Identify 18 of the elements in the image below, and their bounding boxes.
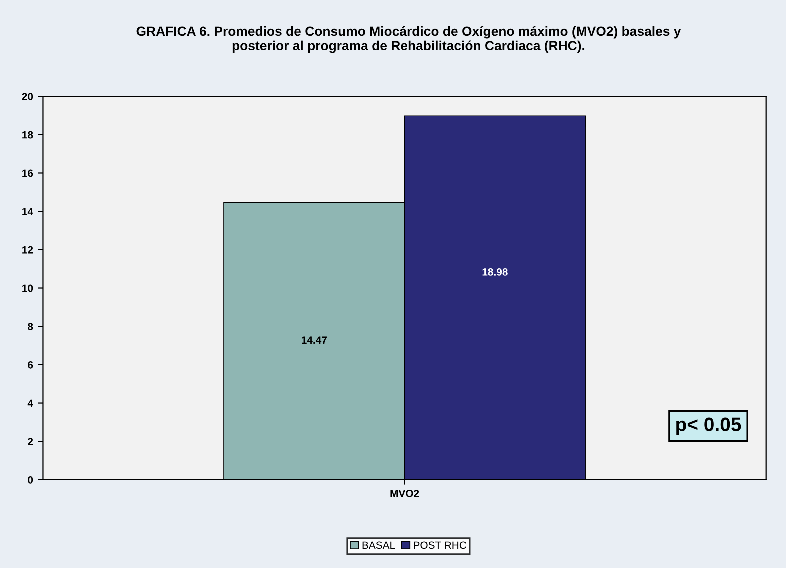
data-label: 18.98 (482, 268, 508, 276)
y-tick-label: 6 (28, 361, 34, 369)
y-tick-label: 10 (22, 284, 34, 292)
legend-label: BASAL (362, 542, 396, 550)
y-tick-label: 0 (28, 476, 34, 484)
y-tick-label: 2 (28, 438, 34, 446)
data-label: 14.47 (302, 336, 327, 344)
y-tick-label: 12 (22, 246, 34, 254)
y-tick-label: 4 (28, 400, 34, 408)
y-tick-label: 8 (28, 323, 34, 330)
annotation: p< 0.05 (676, 418, 742, 436)
y-tick-label: 14 (22, 208, 34, 216)
chart-title: GRAFICA 6. Promedios de Consumo Miocárdico de Oxígeno máximo (MVO2) basales y posterior al programa de Rehabilitación Cardiaca (RHC). (136, 26, 682, 54)
legend-label: POST RHC (414, 542, 467, 550)
y-tick-label: 18 (22, 131, 34, 139)
x-tick-label: MVO2 (390, 490, 420, 498)
y-tick-label: 20 (22, 93, 34, 100)
y-tick-label: 16 (22, 170, 34, 178)
